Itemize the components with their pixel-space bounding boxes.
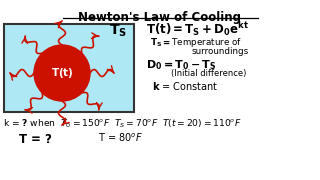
FancyBboxPatch shape — [4, 24, 134, 112]
Text: $\mathbf{D_0 = T_0 - T_S}$: $\mathbf{D_0 = T_0 - T_S}$ — [146, 58, 216, 72]
Text: $\mathbf{T(t) = T_S + D_0 e^{kt}}$: $\mathbf{T(t) = T_S + D_0 e^{kt}}$ — [146, 20, 249, 38]
Text: T = $\mathbf{?}$: T = $\mathbf{?}$ — [18, 133, 52, 146]
Text: $\mathbf{T_S}$: $\mathbf{T_S}$ — [109, 23, 127, 39]
Text: k = $\mathbf{?}$ when  $T_0 = 150^oF$  $T_S = 70^oF$  $T(t= 20) = 110^oF$: k = $\mathbf{?}$ when $T_0 = 150^oF$ $T_… — [3, 118, 242, 130]
Text: $\mathbf{T_S}$$\mathbf{ = }$Temperature of: $\mathbf{T_S}$$\mathbf{ = }$Temperature … — [150, 36, 242, 49]
Text: $\mathbf{T(t)}$: $\mathbf{T(t)}$ — [51, 66, 73, 80]
Text: Newton's Law of Cooling: Newton's Law of Cooling — [78, 11, 242, 24]
Circle shape — [34, 45, 90, 101]
Text: $\mathbf{k}$ = Constant: $\mathbf{k}$ = Constant — [152, 80, 219, 92]
Text: T = $80^oF$: T = $80^oF$ — [98, 132, 143, 144]
Text: surroundings: surroundings — [191, 47, 248, 56]
Text: (Initial difference): (Initial difference) — [171, 69, 246, 78]
